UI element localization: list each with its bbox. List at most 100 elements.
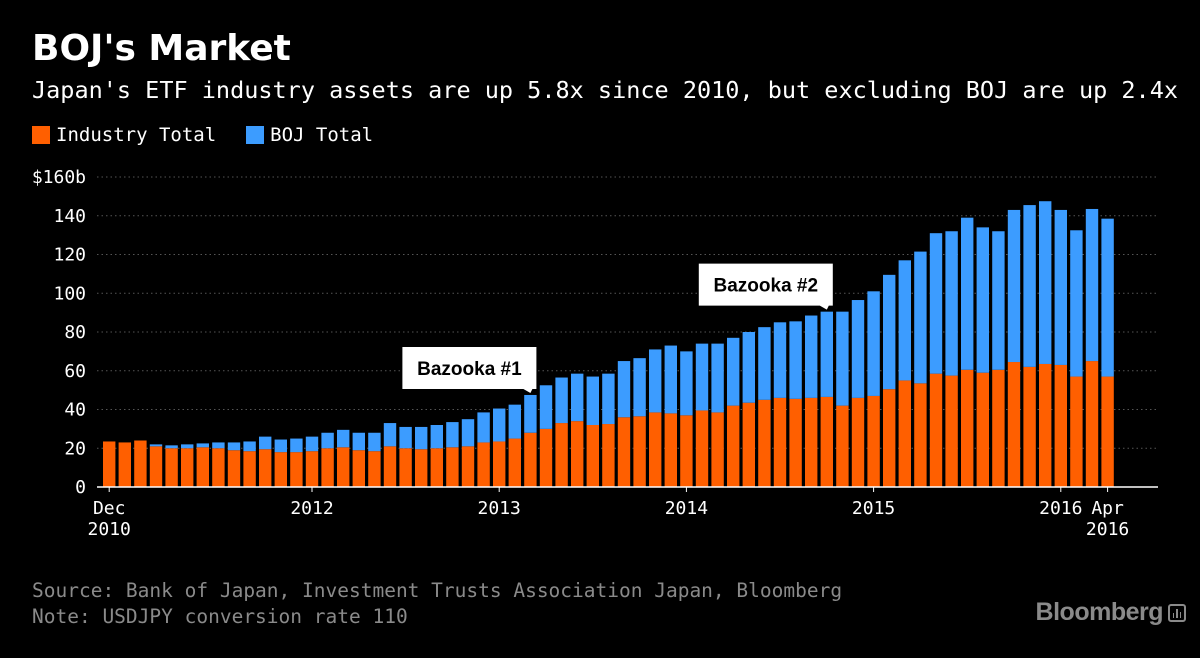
- bar-industry: [1085, 361, 1099, 487]
- bar-boj: [305, 436, 319, 452]
- bar-boj: [711, 343, 724, 413]
- bar-boj: [1070, 230, 1083, 377]
- bar-industry: [1039, 363, 1052, 487]
- bar-industry: [1054, 364, 1067, 487]
- bar-boj: [742, 332, 755, 403]
- bar-boj: [415, 426, 428, 450]
- y-tick-label: 40: [64, 400, 86, 421]
- bar-industry: [773, 397, 787, 487]
- source-note: Source: Bank of Japan, Investment Trusts…: [32, 579, 843, 602]
- bar-boj: [976, 227, 989, 373]
- annotation-callout-2: Bazooka #2: [698, 263, 833, 310]
- brand-name: Bloomberg: [1035, 598, 1164, 626]
- bar-boj: [446, 422, 459, 448]
- bar-industry: [149, 446, 163, 487]
- bar-boj: [337, 429, 350, 448]
- bar-industry: [259, 449, 272, 487]
- bar-boj: [352, 432, 365, 451]
- bloomberg-logo: Bloomberg: [1036, 598, 1186, 627]
- annotation-box: [402, 346, 537, 393]
- x-tick-label-year: 2016: [1086, 519, 1129, 540]
- bar-industry: [914, 383, 927, 487]
- bar-boj: [571, 373, 584, 422]
- chart-subtitle: Japan's ETF industry assets are up 5.8x …: [32, 76, 1179, 104]
- bar-industry: [461, 446, 475, 487]
- bar-boj: [914, 251, 927, 384]
- legend: Industry Total BOJ Total: [32, 124, 403, 146]
- x-tick-label: Apr: [1091, 498, 1124, 519]
- bar-industry: [820, 396, 833, 487]
- bar-industry: [243, 451, 256, 487]
- bar-industry: [961, 369, 974, 487]
- bar-industry: [524, 432, 537, 487]
- bar-boj: [633, 358, 646, 417]
- bar-industry: [851, 397, 865, 487]
- bar-industry: [446, 447, 459, 487]
- bar-industry: [181, 448, 194, 487]
- bar-boj: [383, 423, 397, 447]
- bar-industry: [368, 451, 381, 487]
- bar-boj: [1101, 218, 1114, 377]
- bar-industry: [805, 397, 818, 487]
- y-tick-label: 80: [64, 322, 86, 343]
- bar-industry: [227, 450, 241, 487]
- x-tick-label: 2012: [290, 498, 333, 519]
- bar-boj: [820, 311, 833, 397]
- bar-industry: [134, 440, 147, 487]
- x-tick-label: Dec: [93, 498, 126, 519]
- bar-industry: [649, 412, 662, 487]
- bar-industry: [555, 423, 568, 487]
- bar-boj: [399, 426, 412, 449]
- bar-boj: [1007, 209, 1021, 363]
- bar-boj: [212, 442, 225, 449]
- bar-industry: [118, 442, 131, 487]
- bar-boj: [1039, 201, 1052, 364]
- bar-boj: [727, 337, 740, 406]
- bar-boj: [1023, 205, 1036, 367]
- bar-industry: [337, 447, 350, 487]
- bar-industry: [883, 389, 896, 487]
- legend-label-industry: Industry Total: [56, 124, 217, 146]
- annotation-callout-1: Bazooka #1: [402, 346, 537, 393]
- y-tick-label: 0: [75, 477, 86, 498]
- bar-boj: [430, 425, 443, 449]
- bar-industry: [617, 417, 631, 487]
- bar-industry: [929, 373, 943, 487]
- bar-industry: [758, 399, 771, 487]
- bar-boj: [664, 345, 677, 414]
- x-tick-label: 2013: [478, 498, 521, 519]
- bar-industry: [867, 395, 880, 487]
- bar-industry: [586, 425, 599, 487]
- bar-boj: [649, 349, 662, 413]
- y-tick-label: 100: [53, 283, 86, 304]
- bar-industry: [477, 442, 490, 487]
- bar-boj: [680, 351, 693, 416]
- bar-chart-icon: [1168, 603, 1186, 622]
- bar-boj: [227, 442, 241, 451]
- bar-boj: [836, 311, 849, 406]
- bar-boj: [945, 231, 958, 376]
- y-tick-label: 140: [53, 206, 86, 227]
- bar-industry: [836, 405, 849, 487]
- bar-boj: [851, 300, 865, 398]
- bar-boj: [165, 445, 178, 449]
- x-tick-label: 2015: [852, 498, 895, 519]
- bar-industry: [602, 424, 615, 487]
- bar-industry: [274, 452, 287, 487]
- bar-industry: [664, 413, 677, 487]
- legend-item-boj: BOJ Total: [246, 124, 373, 146]
- bar-boj: [149, 444, 163, 447]
- bar-boj: [196, 443, 209, 448]
- bar-industry: [680, 415, 693, 487]
- bar-boj: [961, 217, 974, 370]
- bar-boj: [321, 432, 334, 449]
- bar-industry: [305, 451, 319, 487]
- bar-boj: [368, 432, 381, 452]
- bar-boj: [259, 436, 272, 450]
- bar-boj: [773, 322, 787, 398]
- bar-boj: [695, 343, 709, 411]
- bar-industry: [383, 446, 397, 487]
- chart-title: BOJ's Market: [32, 28, 291, 69]
- bar-industry: [1101, 376, 1114, 487]
